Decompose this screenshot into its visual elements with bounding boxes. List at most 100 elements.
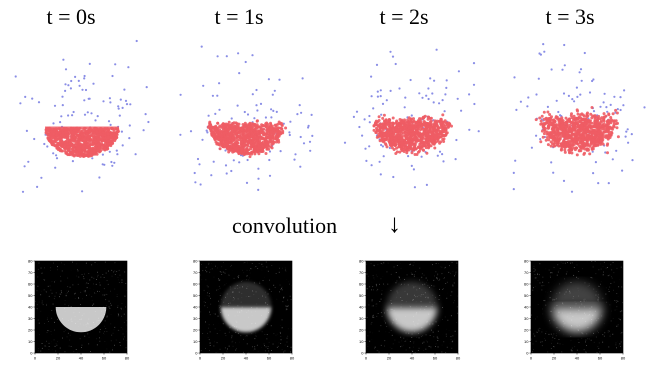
- dense-particle: [265, 147, 269, 151]
- dense-particle: [258, 125, 262, 129]
- sparse-particle: [538, 52, 541, 55]
- dense-particle: [250, 129, 254, 132]
- dense-particle: [435, 124, 439, 128]
- dense-particle: [232, 124, 236, 128]
- dense-particle: [240, 128, 244, 132]
- dense-particle: [610, 130, 614, 134]
- dense-particle: [561, 140, 565, 144]
- dense-particle: [548, 131, 552, 135]
- dense-particle: [421, 116, 425, 120]
- dense-particle: [387, 139, 391, 143]
- dense-particle: [581, 121, 585, 125]
- dense-particle: [419, 140, 423, 144]
- sparse-particle: [562, 92, 566, 95]
- dense-particle: [546, 110, 550, 114]
- sparse-particle: [101, 163, 104, 166]
- sparse-particle: [298, 104, 301, 107]
- sparse-particle: [381, 145, 384, 148]
- dense-particle: [269, 122, 273, 126]
- dense-particle: [432, 123, 436, 127]
- dense-particle: [110, 139, 114, 143]
- y-tick-label: 70: [524, 270, 529, 275]
- dense-particle: [236, 125, 239, 129]
- sparse-particle: [72, 110, 75, 114]
- dense-particle: [615, 111, 619, 115]
- sparse-particle: [607, 182, 610, 185]
- dense-particle: [398, 118, 402, 121]
- sparse-particle: [410, 164, 413, 167]
- dense-particle: [563, 137, 567, 141]
- dense-particle: [566, 130, 570, 134]
- dense-particle: [227, 150, 231, 154]
- dense-particle: [576, 137, 580, 141]
- sparse-particle: [272, 109, 275, 112]
- dense-particle: [215, 142, 219, 146]
- sparse-particle: [64, 83, 67, 86]
- dense-particle: [234, 121, 238, 125]
- dense-particle: [231, 139, 235, 143]
- dense-particle: [597, 114, 601, 118]
- dense-particle: [606, 121, 610, 125]
- sparse-particle: [230, 169, 233, 173]
- dense-particle: [405, 128, 409, 131]
- dense-particle: [393, 138, 396, 142]
- dense-particle: [568, 123, 572, 127]
- dense-particle: [545, 136, 549, 139]
- dense-particle: [420, 145, 424, 148]
- x-tick-label: 60: [267, 356, 272, 361]
- sparse-particle: [381, 102, 385, 105]
- noise-speckle: [531, 261, 623, 353]
- sparse-particle: [125, 103, 129, 106]
- sparse-particle: [403, 106, 406, 109]
- dense-particle: [231, 122, 235, 125]
- sparse-particle: [257, 167, 260, 170]
- dense-particle: [437, 129, 441, 133]
- dense-particle: [53, 128, 57, 132]
- dense-particle: [563, 150, 567, 154]
- sparse-particle: [268, 150, 272, 153]
- dense-particle: [221, 142, 225, 146]
- dense-particle: [420, 124, 424, 128]
- sparse-particle: [19, 102, 22, 105]
- dense-particle: [377, 115, 381, 119]
- dense-particle: [278, 132, 282, 136]
- dense-particle: [397, 136, 401, 140]
- x-tick-label: 0: [530, 356, 533, 361]
- dense-particle: [590, 121, 594, 125]
- sparse-particle: [460, 109, 463, 112]
- y-tick-label: 80: [524, 258, 529, 263]
- sparse-particle: [562, 179, 566, 182]
- dense-particle: [80, 133, 84, 137]
- sparse-particle: [571, 98, 574, 101]
- dense-particles: [44, 126, 120, 158]
- dense-particle: [399, 120, 403, 124]
- dense-particle: [596, 126, 600, 130]
- dense-particle: [596, 138, 600, 142]
- dense-particle: [95, 130, 99, 133]
- sparse-particle: [624, 135, 627, 138]
- image-panel-3: 0 20 40 60 80 80 70 60 50 40 30 20 10 0: [524, 258, 626, 361]
- dense-particle: [594, 119, 598, 123]
- dense-particle: [71, 146, 75, 150]
- dense-particle: [228, 136, 232, 140]
- sparse-particle: [256, 109, 259, 112]
- sparse-particle: [579, 68, 583, 71]
- dense-particle: [212, 135, 215, 139]
- y-tick-label: 50: [193, 293, 198, 298]
- dense-particle: [77, 152, 81, 156]
- x-tick-label: 60: [433, 356, 438, 361]
- sparse-particle: [109, 123, 112, 126]
- dense-particle: [597, 130, 601, 134]
- dense-particle: [441, 113, 445, 117]
- dense-particle: [539, 119, 543, 123]
- dense-particle: [580, 135, 584, 139]
- dense-particle: [103, 142, 107, 145]
- y-tick-label: 80: [359, 258, 364, 263]
- sparse-particle: [114, 63, 117, 66]
- dense-particle: [66, 153, 70, 157]
- y-tick-label: 80: [193, 258, 198, 263]
- sparse-particle: [147, 120, 150, 124]
- dense-particle: [81, 143, 85, 147]
- dense-particle: [588, 152, 592, 156]
- dense-particle: [252, 143, 256, 147]
